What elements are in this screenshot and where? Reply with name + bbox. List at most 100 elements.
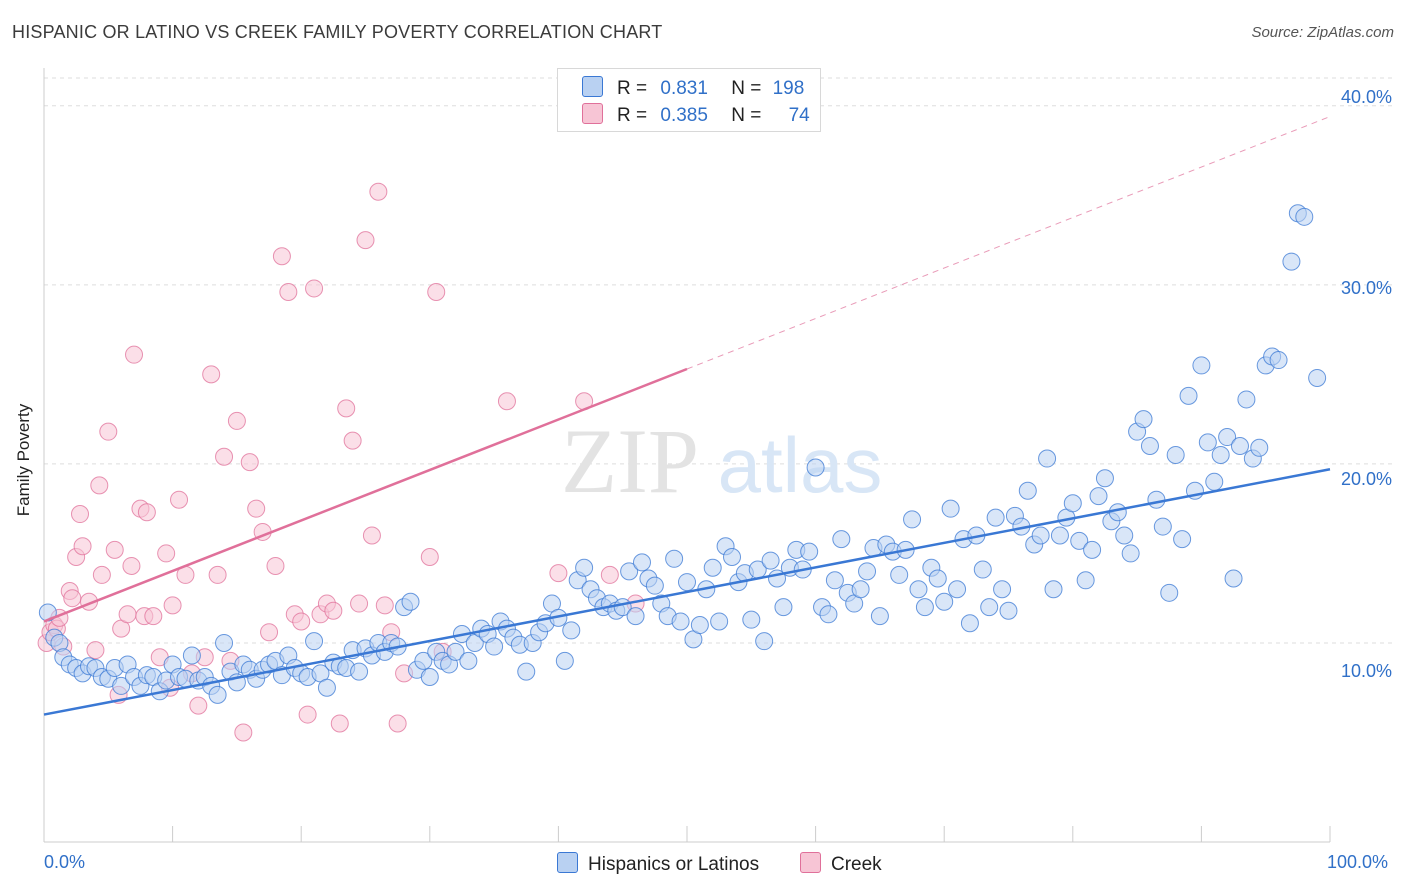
hispanic-points <box>38 204 1327 704</box>
y-tick-10: 10.0% <box>1340 661 1392 681</box>
hispanic-point <box>993 580 1012 599</box>
creek-point <box>330 714 349 733</box>
watermark-atlas: atlas <box>718 421 883 509</box>
hispanic-point <box>671 612 690 631</box>
creek-point <box>266 556 285 575</box>
hispanic-point <box>1147 490 1166 509</box>
creek-point <box>202 365 221 384</box>
hispanic-point <box>1095 469 1114 488</box>
hispanic-point <box>1224 569 1243 588</box>
hispanic-point <box>890 565 909 584</box>
y-tick-30: 30.0% <box>1340 278 1392 298</box>
creek-point <box>427 283 446 302</box>
hispanic-point <box>1250 438 1269 457</box>
hispanic-point <box>626 607 645 626</box>
hispanic-point <box>414 651 433 670</box>
hispanic-trend-line <box>43 468 1331 716</box>
hispanic-point <box>980 598 999 617</box>
creek-point <box>144 607 163 626</box>
hispanic-point <box>742 610 761 629</box>
hispanic-point <box>112 676 131 695</box>
hispanic-point <box>941 499 960 518</box>
hispanic-point <box>182 646 201 665</box>
legend-row-creek: R = 0.385 N = 74 <box>582 103 810 127</box>
hispanic-point <box>420 667 439 686</box>
legend-item-creek: Creek <box>800 852 882 876</box>
hispanic-point <box>761 551 780 570</box>
hispanic-point <box>208 685 227 704</box>
creek-point <box>137 503 156 522</box>
hispanic-point <box>973 560 992 579</box>
creek-point <box>227 411 246 430</box>
hispanic-point <box>1160 583 1179 602</box>
chart-title: HISPANIC OR LATINO VS CREEK FAMILY POVER… <box>12 22 663 42</box>
creek-point <box>375 596 394 615</box>
hispanic-point <box>459 651 478 670</box>
creek-point <box>298 705 317 724</box>
creek-point <box>215 447 234 466</box>
stats-legend: R = 0.831 N = 198 R = 0.385 N = 74 <box>557 68 821 132</box>
creek-trend-line <box>43 367 688 623</box>
hispanic-point <box>986 508 1005 527</box>
axes <box>43 68 1331 843</box>
hispanic-point <box>858 562 877 581</box>
creek-point <box>362 526 381 545</box>
creek-point <box>157 544 176 563</box>
hispanic-point <box>1070 531 1089 550</box>
legend-item-label: Creek <box>831 854 882 875</box>
hispanic-point <box>710 612 729 631</box>
creek-point <box>497 392 516 411</box>
hispanic-point <box>645 576 664 595</box>
legend-n-label: N = <box>731 105 762 126</box>
creek-point <box>99 422 118 441</box>
creek-point <box>279 283 298 302</box>
hispanic-point <box>1121 544 1140 563</box>
hispanic-point <box>555 651 574 670</box>
creek-point <box>305 279 324 298</box>
hispanic-point <box>825 571 844 590</box>
x-tick-min: 0.0% <box>44 852 86 872</box>
hispanic-point <box>1205 472 1224 491</box>
creek-point <box>208 565 227 584</box>
hispanic-point <box>1211 445 1230 464</box>
creek-point <box>118 605 137 624</box>
hispanic-point <box>317 678 336 697</box>
source-credit: Source: ZipAtlas.com <box>1251 24 1394 41</box>
hispanic-point <box>1308 368 1327 387</box>
hispanic-point <box>1237 390 1256 409</box>
hispanic-point <box>832 530 851 549</box>
hispanic-point <box>800 542 819 561</box>
hispanic-point <box>703 558 722 577</box>
hispanic-point <box>1038 449 1057 468</box>
creek-point <box>122 556 141 575</box>
hispanic-point <box>1295 207 1314 226</box>
creek-point <box>600 565 619 584</box>
hispanic-point <box>1153 517 1172 536</box>
hispanic-point <box>1031 526 1050 545</box>
hispanic-point <box>690 616 709 635</box>
creek-point <box>90 476 109 495</box>
hispanic-point <box>819 605 838 624</box>
hispanic-point <box>1173 530 1192 549</box>
hispanic-point <box>485 637 504 656</box>
hispanic-point <box>305 632 324 651</box>
creek-point <box>292 612 311 631</box>
creek-point <box>105 540 124 559</box>
legend-item-label: Hispanics or Latinos <box>588 854 760 875</box>
hispanic-point <box>1083 540 1102 559</box>
creek-point <box>234 723 253 742</box>
legend-r-label: R = <box>617 78 648 99</box>
hispanic-point <box>1198 433 1217 452</box>
hispanic-point <box>678 573 696 592</box>
hispanic-point <box>401 592 420 611</box>
creek-point <box>125 345 144 364</box>
legend-r-label: R = <box>617 105 648 126</box>
creek-point <box>356 231 375 250</box>
hispanic-point <box>562 621 581 640</box>
creek-point <box>86 641 105 660</box>
hispanic-point <box>755 632 774 651</box>
hispanic-point <box>1108 503 1127 522</box>
hispanic-point <box>999 601 1018 620</box>
hispanic-point <box>517 662 536 681</box>
